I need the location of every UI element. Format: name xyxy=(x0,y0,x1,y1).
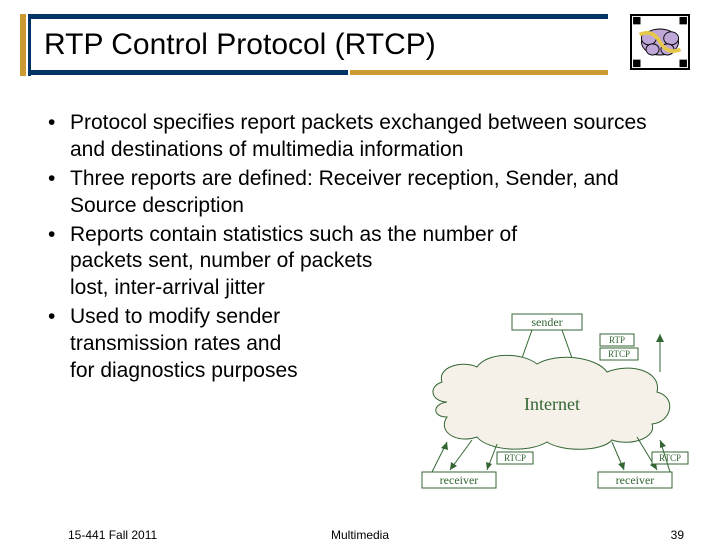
bullet-item: Reports contain statistics such as the n… xyxy=(44,222,684,303)
left-accent-gold xyxy=(20,14,26,76)
left-accent-blue xyxy=(28,14,31,76)
bullet-item: Protocol specifies report packets exchan… xyxy=(44,110,684,164)
bullet-item: Three reports are defined: Receiver rece… xyxy=(44,166,684,220)
svg-text:receiver: receiver xyxy=(616,473,655,487)
rtcp-diagram: sender RTP RTCP Internet RTCP RTCP recei… xyxy=(402,312,692,492)
title-underline-gold xyxy=(350,70,608,75)
svg-text:RTCP: RTCP xyxy=(659,453,681,463)
top-bar xyxy=(28,14,608,19)
diagram-internet-label: Internet xyxy=(524,394,580,414)
title-underline-dark xyxy=(28,70,348,75)
slide-title: RTP Control Protocol (RTCP) xyxy=(44,28,664,62)
svg-text:receiver: receiver xyxy=(440,473,479,487)
diagram-sender-label: sender xyxy=(531,315,562,329)
logo-icon xyxy=(630,14,690,70)
svg-text:RTCP: RTCP xyxy=(504,453,526,463)
svg-text:RTCP: RTCP xyxy=(608,349,630,359)
svg-text:RTP: RTP xyxy=(609,335,625,345)
title-region: RTP Control Protocol (RTCP) xyxy=(44,28,664,62)
